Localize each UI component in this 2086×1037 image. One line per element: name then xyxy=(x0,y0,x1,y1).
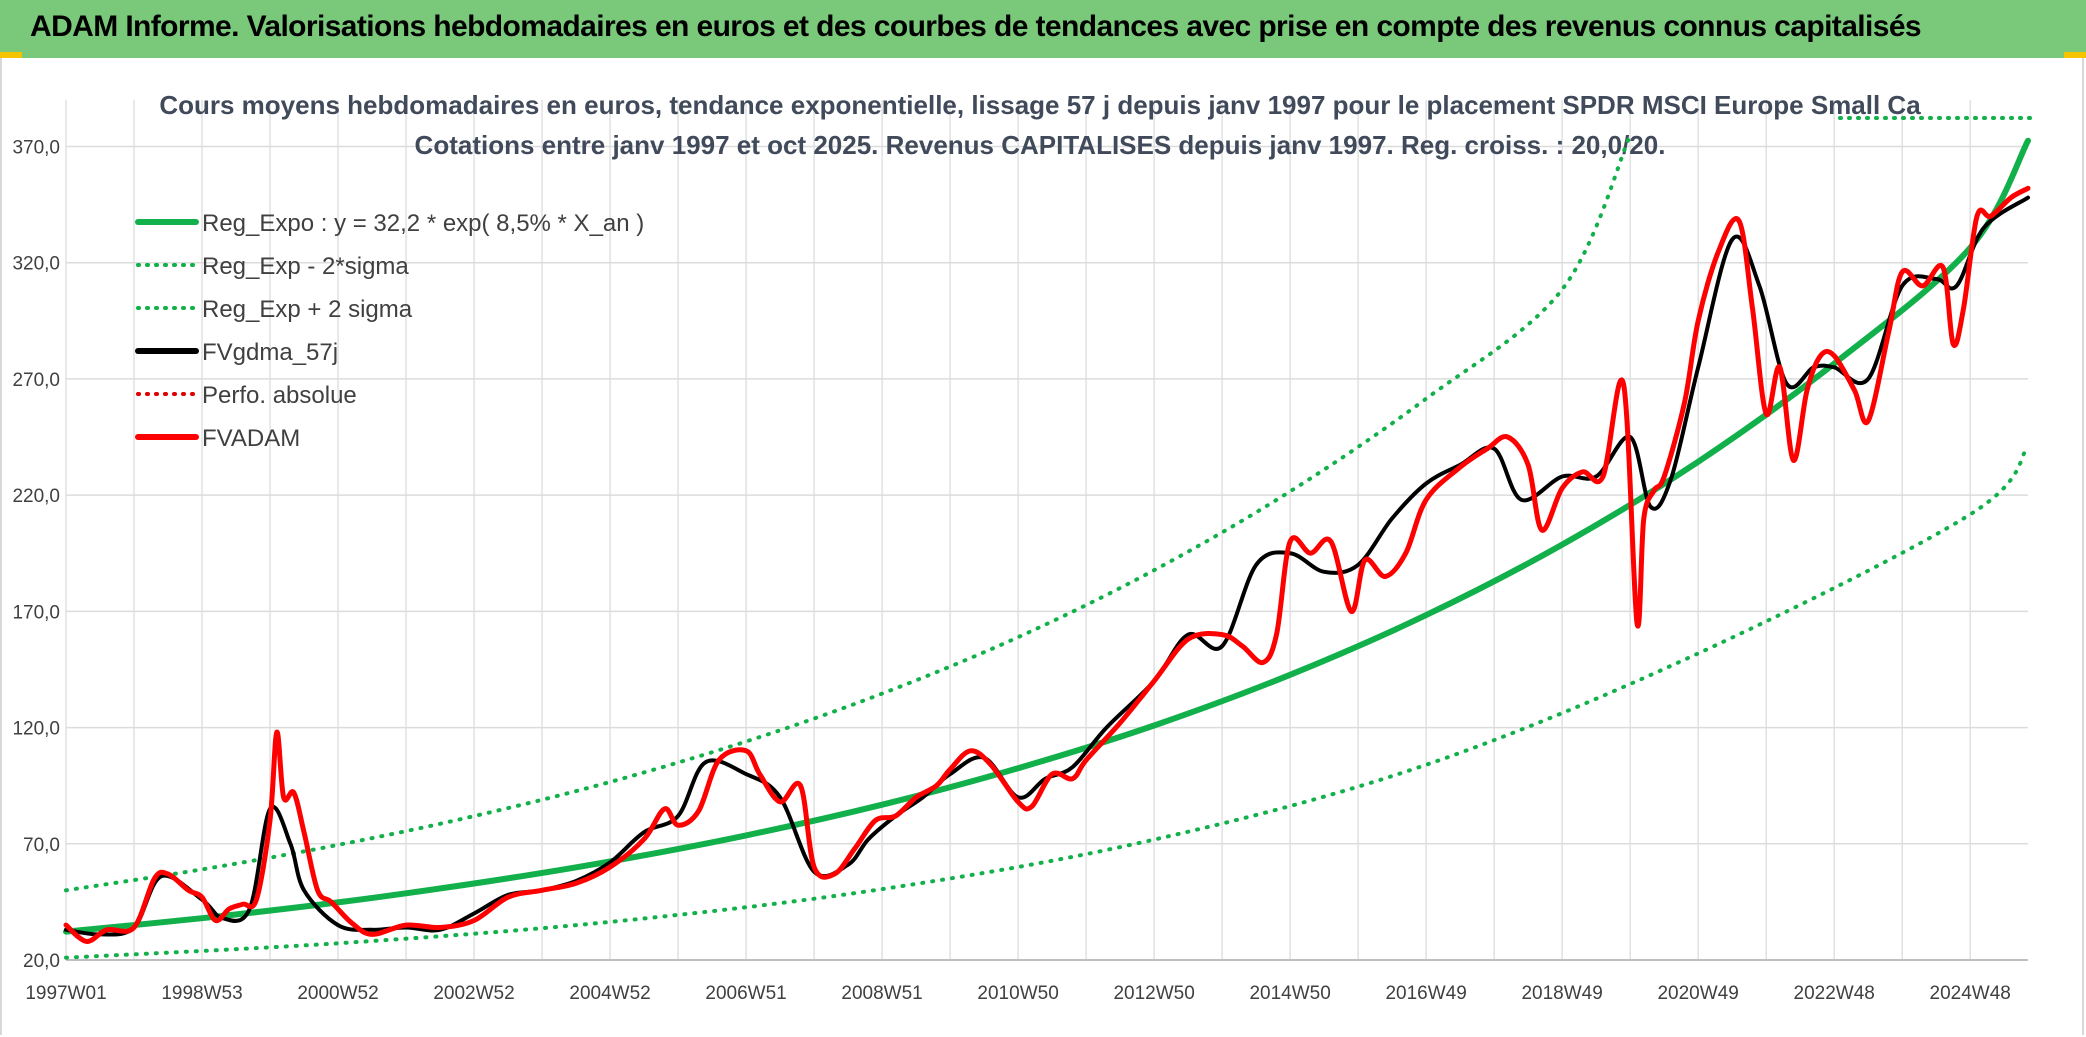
y-axis-ticks: 20,0 70,0 120,0 170,0 220,0 270,0 320,0 370,0 xyxy=(12,137,60,972)
y-tick-label: 320,0 xyxy=(12,254,60,275)
plot-area xyxy=(63,132,2031,960)
chart-legend: Reg_Expo : y = 32,2 * exp( 8,5% * X_an )… xyxy=(135,210,644,452)
x-tick-label: 2008W51 xyxy=(841,983,922,1004)
corner-mark-right xyxy=(2064,52,2086,58)
legend-label-reg-exp-2-sigma: Reg_Exp + 2 sigma xyxy=(202,296,413,323)
legend-label-fvadam: FVADAM xyxy=(202,425,300,452)
series-line-reg-expo-y-32-2-exp-8-5-x-an xyxy=(63,137,2031,935)
x-tick-label: 2002W52 xyxy=(433,983,514,1004)
y-tick-label: 20,0 xyxy=(23,951,60,972)
series-line-reg-exp-2-sigma xyxy=(64,132,1633,893)
chart-subtitle: Cotations entre janv 1997 et oct 2025. R… xyxy=(415,130,1666,160)
x-tick-label: 2010W50 xyxy=(977,983,1058,1004)
legend-label-reg-exp-2-sigma: Reg_Exp - 2*sigma xyxy=(202,253,409,280)
x-tick-label: 2024W48 xyxy=(1930,983,2011,1004)
x-tick-label: 1998W53 xyxy=(161,983,242,1004)
y-tick-label: 220,0 xyxy=(12,486,60,507)
y-tick-label: 70,0 xyxy=(23,835,60,856)
legend-label-perfo-absolue: Perfo. absolue xyxy=(202,382,357,409)
chart-title: Cours moyens hebdomadaires en euros, ten… xyxy=(159,90,1921,120)
report-header: ADAM Informe. Valorisations hebdomadaire… xyxy=(0,0,2086,58)
corner-mark-left xyxy=(0,52,22,58)
y-tick-label: 170,0 xyxy=(12,602,60,623)
x-axis-ticks: 1997W01 1998W53 2000W52 2002W52 2004W52 2006W… xyxy=(25,983,2011,1004)
chart-frame xyxy=(0,58,2084,1035)
x-tick-label: 2000W52 xyxy=(297,983,378,1004)
x-tick-label: 2006W51 xyxy=(705,983,786,1004)
x-tick-label: 2012W50 xyxy=(1113,983,1194,1004)
legend-label-fvgdma-57j: FVgdma_57j xyxy=(202,339,338,366)
report-title: ADAM Informe. Valorisations hebdomadaire… xyxy=(30,10,1922,43)
x-tick-label: 2018W49 xyxy=(1521,983,1602,1004)
series-line-fvadam xyxy=(63,185,2031,944)
series-line-reg-exp-2-sigma xyxy=(64,444,2030,960)
x-tick-label: 2016W49 xyxy=(1385,983,1466,1004)
y-tick-label: 370,0 xyxy=(12,137,60,158)
x-tick-label: 2020W49 xyxy=(1657,983,1738,1004)
x-tick-label: 2014W50 xyxy=(1249,983,1330,1004)
x-tick-label: 1997W01 xyxy=(25,983,106,1004)
x-tick-label: 2004W52 xyxy=(569,983,650,1004)
x-tick-label: 2022W48 xyxy=(1794,983,1875,1004)
y-tick-label: 120,0 xyxy=(12,719,60,740)
legend-label-reg-expo-y-32-2-exp-8-5-x-an: Reg_Expo : y = 32,2 * exp( 8,5% * X_an ) xyxy=(202,210,644,237)
y-tick-label: 270,0 xyxy=(12,370,60,391)
